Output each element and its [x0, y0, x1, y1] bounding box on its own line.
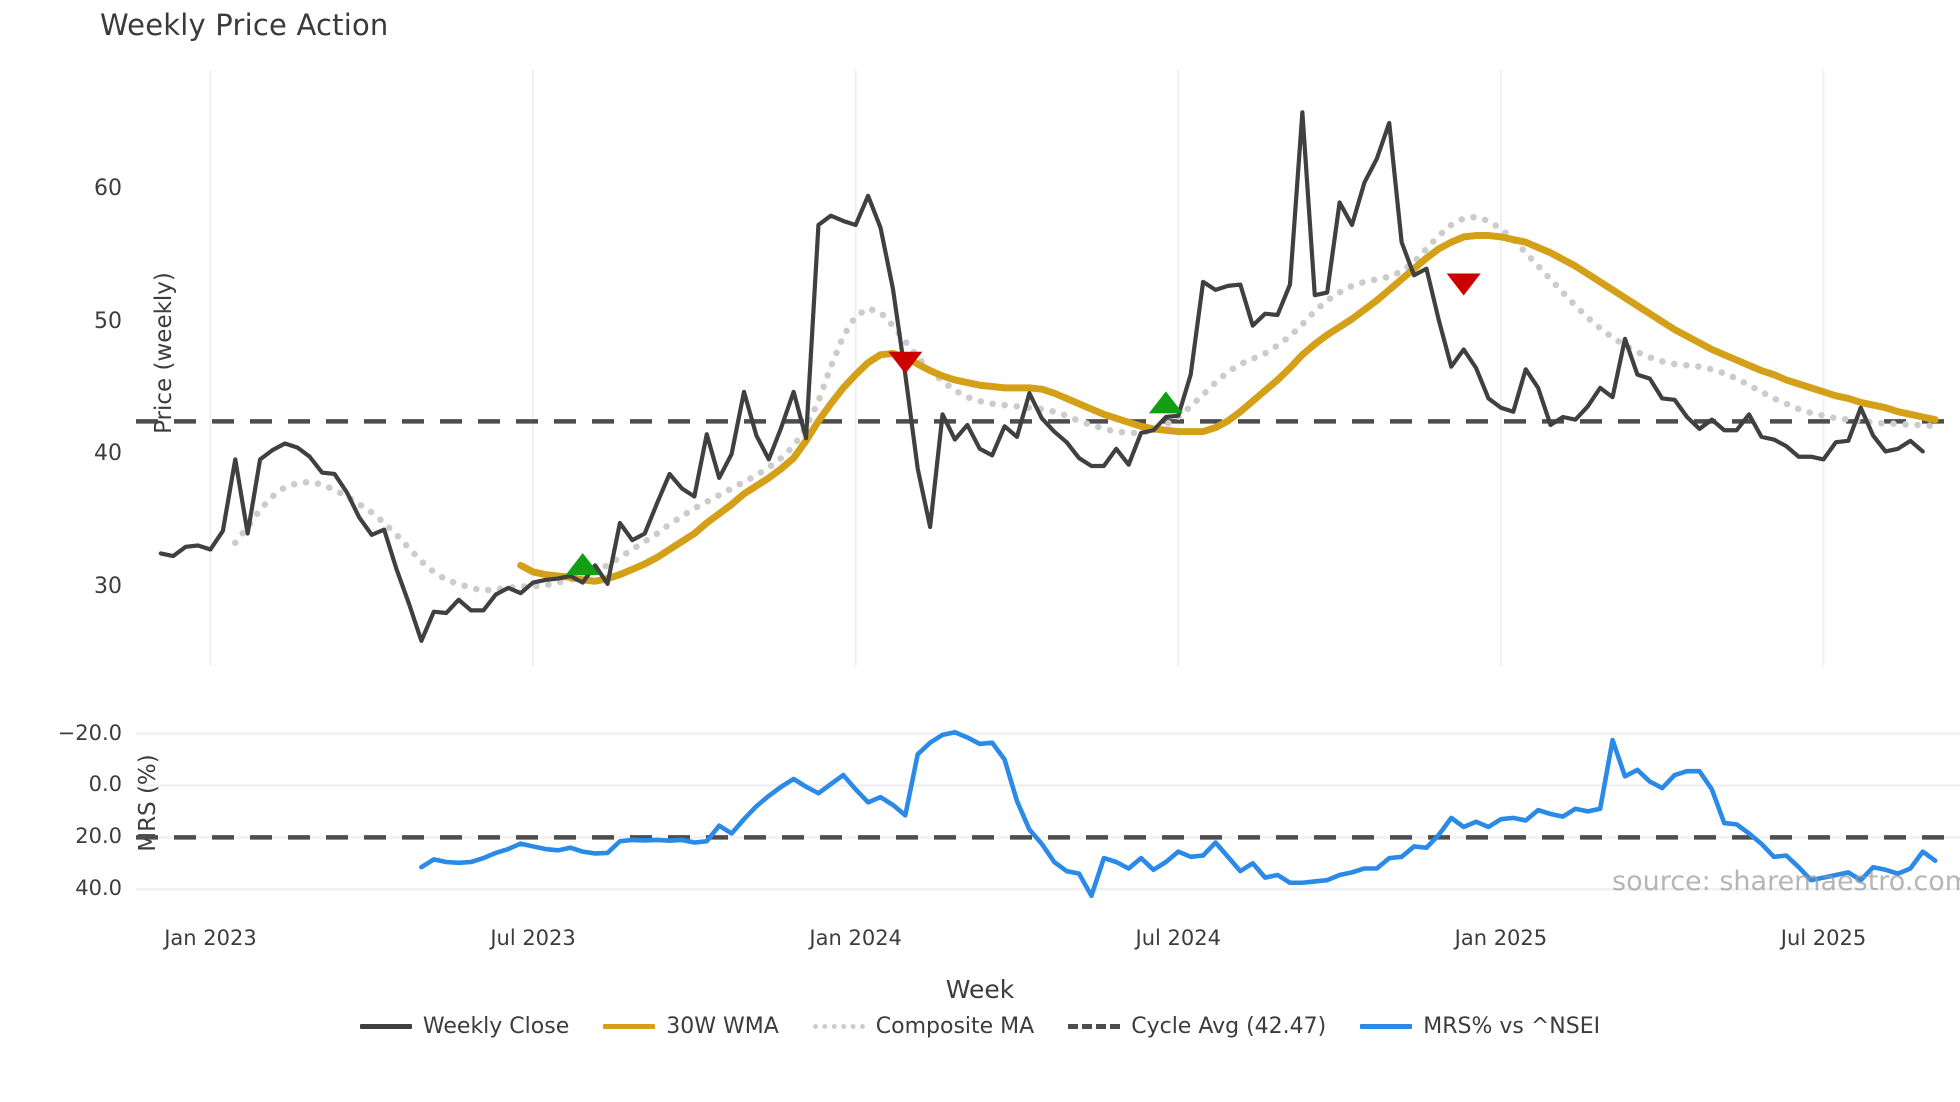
legend-30w-wma-label: 30W WMA [666, 1014, 779, 1039]
price-plot [136, 70, 1960, 666]
xtick-jan-2025: Jan 2025 [1454, 926, 1548, 950]
legend-weekly-close-swatch [359, 1017, 412, 1037]
mrs-plot [136, 729, 1960, 899]
price-ytick-50: 50 [94, 308, 122, 334]
x-axis-label: Week [945, 975, 1015, 1004]
legend-cycle-avg[interactable]: Cycle Avg (42.47) [1068, 1014, 1326, 1039]
series-mrs [419, 729, 1938, 899]
legend-30w-wma-swatch [603, 1017, 656, 1037]
mrs-ytick-3: −20.0 [57, 720, 122, 745]
sell-marker-3 [1446, 273, 1481, 296]
buy-marker-0 [565, 553, 600, 576]
chart-legend: Weekly Close 30W WMA Composite MA Cycle Avg… [0, 1014, 1960, 1039]
xtick-jan-2024: Jan 2024 [809, 926, 902, 950]
mrs-panel: MRS (%) [135, 718, 1960, 910]
price-ytick-30: 30 [94, 573, 122, 599]
legend-mrs-label: MRS% vs ^NSEI [1423, 1014, 1601, 1039]
legend-cycle-avg-swatch [1068, 1017, 1121, 1037]
xtick-jul-2024: Jul 2024 [1135, 926, 1222, 950]
series-30w-wma [517, 232, 1939, 585]
series-composite-ma [232, 213, 1939, 594]
legend-mrs-swatch [1360, 1017, 1413, 1037]
xtick-jan-2023: Jan 2023 [164, 926, 257, 950]
legend-composite-ma[interactable]: Composite MA [812, 1014, 1035, 1039]
legend-cycle-avg-label: Cycle Avg (42.47) [1131, 1014, 1327, 1039]
sell-marker-1 [888, 351, 923, 374]
legend-composite-ma-swatch [812, 1017, 865, 1037]
buy-marker-2 [1148, 391, 1183, 414]
legend-weekly-close-label: Weekly Close [422, 1014, 570, 1039]
mrs-ytick-2: 0.0 [88, 772, 122, 797]
price-panel: Price (weekly) [136, 70, 1960, 666]
legend-mrs[interactable]: MRS% vs ^NSEI [1360, 1014, 1600, 1039]
xtick-jul-2023: Jul 2023 [490, 926, 576, 950]
price-ytick-60: 60 [94, 176, 122, 202]
price-ytick-40: 40 [94, 441, 122, 467]
series-weekly-close [158, 110, 1925, 643]
legend-composite-ma-label: Composite MA [875, 1014, 1035, 1039]
legend-30w-wma[interactable]: 30W WMA [603, 1014, 779, 1039]
mrs-ytick-1: 20.0 [75, 824, 122, 849]
chart-title: Weekly Price Action [100, 8, 389, 42]
mrs-ytick-0: 40.0 [75, 876, 122, 901]
legend-weekly-close[interactable]: Weekly Close [359, 1014, 570, 1039]
xtick-jul-2025: Jul 2025 [1780, 926, 1867, 950]
